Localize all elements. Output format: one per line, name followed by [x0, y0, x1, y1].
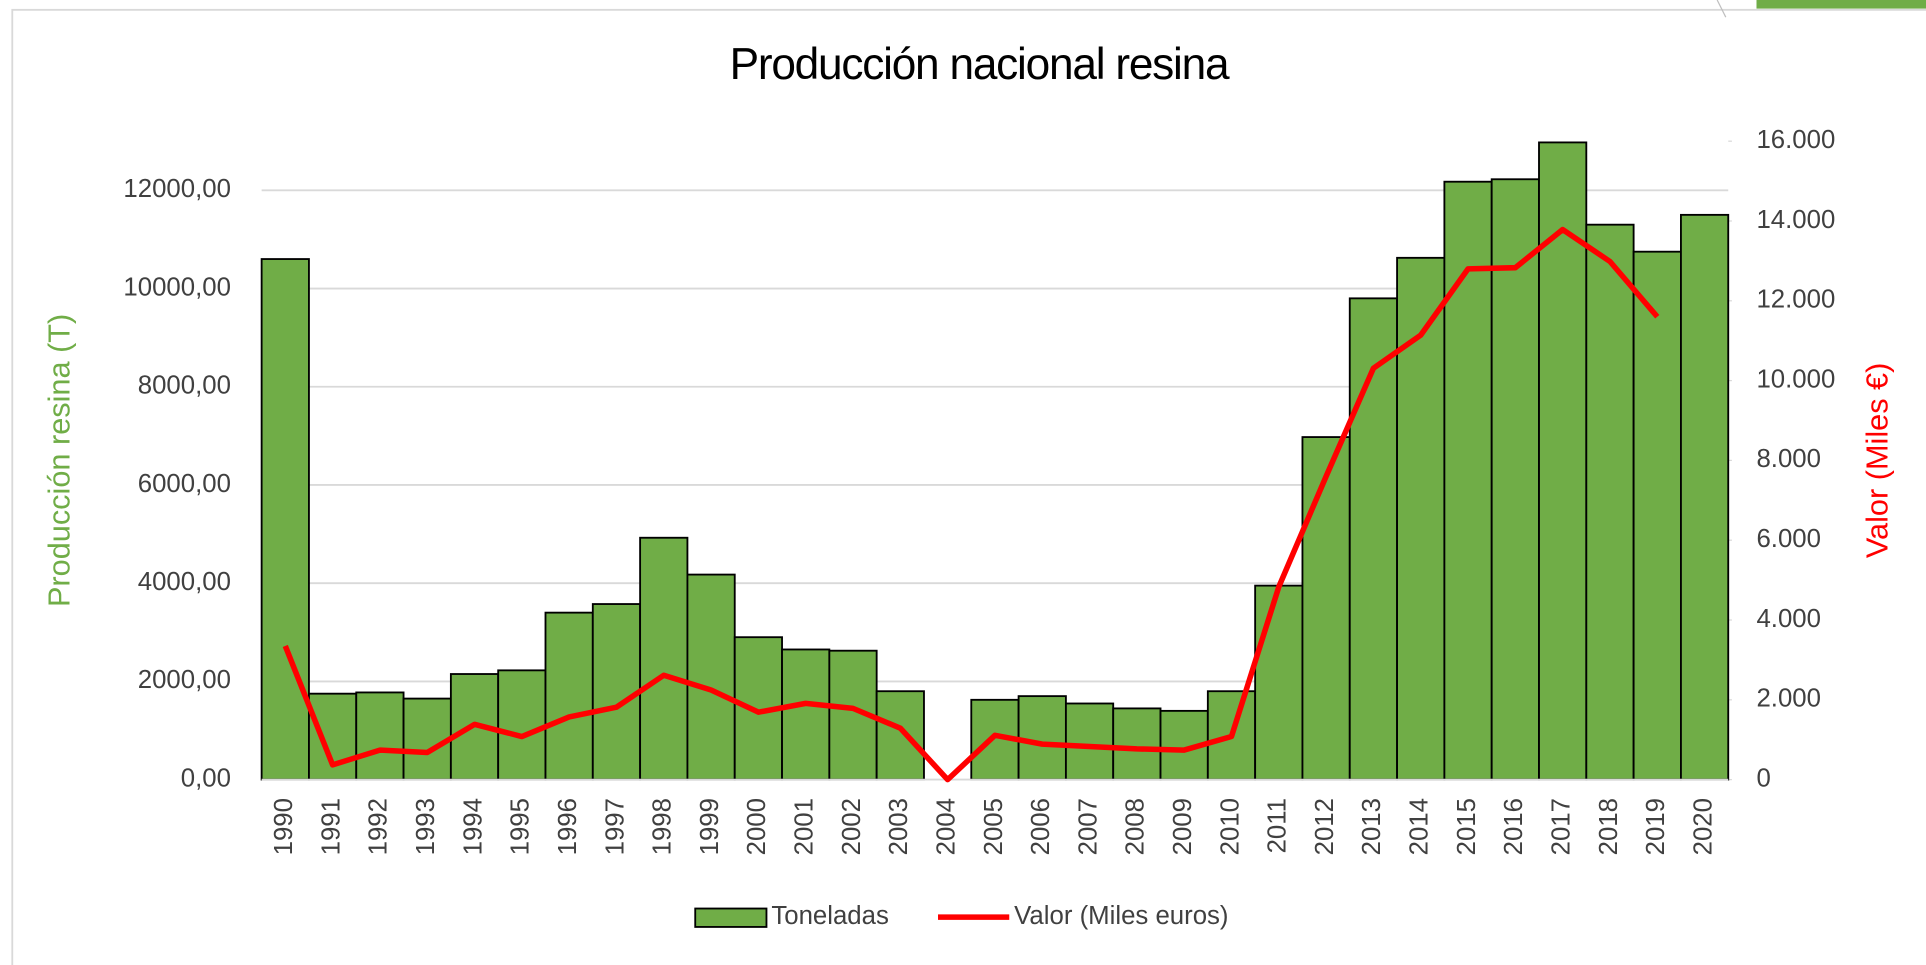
- y-tick-label: 8000,00: [138, 372, 231, 400]
- chart-frame: [11, 8, 1926, 965]
- bar: [260, 258, 310, 781]
- legend-swatch: [694, 907, 768, 928]
- x-tick-label: 2013: [1358, 798, 1386, 855]
- bar: [402, 697, 452, 781]
- x-tick-label: 2019: [1642, 798, 1670, 855]
- x-tick-label: 2008: [1122, 798, 1150, 855]
- bar: [497, 669, 547, 781]
- bar: [875, 690, 925, 781]
- y-tick-label: 6000,00: [138, 470, 231, 498]
- x-tick-label: 2000: [743, 798, 771, 855]
- x-tick-label: 2009: [1169, 798, 1197, 855]
- x-tick-label: 2016: [1500, 798, 1528, 855]
- bar: [1112, 707, 1162, 781]
- x-tick-label: 1998: [649, 798, 677, 855]
- x-tick-label: 1991: [317, 798, 345, 855]
- x-tick-label: 1996: [554, 798, 582, 855]
- bar: [781, 648, 831, 781]
- x-tick-label: 1990: [270, 798, 298, 855]
- x-tick-label: 2020: [1689, 798, 1717, 855]
- x-tick-label: 1993: [412, 798, 440, 855]
- x-tick-label: 2017: [1547, 798, 1575, 855]
- bar: [544, 611, 594, 781]
- bar: [1585, 223, 1635, 781]
- y2-tick-label: 10.000: [1756, 365, 1835, 393]
- y2-tick-label: 4.000: [1756, 605, 1820, 633]
- x-tick-label: 2001: [791, 798, 819, 855]
- bar: [1538, 141, 1588, 781]
- x-tick-label: 2014: [1406, 798, 1434, 855]
- x-tick-label: 2010: [1216, 798, 1244, 855]
- legend-label: Toneladas: [771, 902, 888, 930]
- x-tick-label: 1992: [365, 798, 393, 855]
- corner-line: [1716, 0, 1727, 18]
- y2-tick-label: 16.000: [1756, 126, 1835, 154]
- bar: [355, 691, 405, 781]
- bar: [1680, 213, 1730, 781]
- x-tick-label: 2018: [1595, 798, 1623, 855]
- bar: [591, 603, 642, 781]
- y2-axis-label: Valor (Miles €): [1859, 363, 1894, 558]
- x-tick-label: 2002: [838, 798, 866, 855]
- x-tick-label: 1999: [696, 798, 724, 855]
- x-tick-label: 2003: [885, 798, 913, 855]
- x-tick-label: 2005: [980, 798, 1008, 855]
- x-tick-label: 1994: [459, 798, 487, 855]
- x-tick-label: 2006: [1027, 798, 1055, 855]
- x-tick-label: 2012: [1311, 798, 1339, 855]
- y-tick-label: 2000,00: [138, 666, 231, 694]
- bar: [1254, 584, 1304, 781]
- x-tick-label: 2011: [1264, 798, 1292, 853]
- bar: [1064, 702, 1115, 781]
- y2-tick-label: 2.000: [1756, 685, 1820, 713]
- y2-tick-label: 0: [1756, 764, 1770, 792]
- x-tick-label: 2015: [1453, 798, 1481, 855]
- bar: [1632, 250, 1682, 781]
- line: [282, 226, 1660, 783]
- chart-title: Producción nacional resina: [730, 40, 1230, 89]
- bar: [686, 573, 736, 781]
- corner-accent: [1756, 0, 1926, 9]
- y-tick-label: 0,00: [181, 764, 231, 792]
- y-tick-label: 4000,00: [138, 568, 231, 596]
- bar: [639, 536, 689, 781]
- y2-tick-label: 6.000: [1756, 525, 1820, 553]
- x-tick-label: 2004: [932, 798, 960, 855]
- x-tick-label: 1995: [507, 798, 535, 855]
- bar: [1017, 695, 1067, 781]
- y-tick-label: 12000,00: [123, 175, 230, 203]
- x-tick-label: 1997: [601, 798, 629, 855]
- y-axis-label: Producción resina (T): [42, 314, 77, 607]
- y2-tick-label: 14.000: [1756, 206, 1835, 234]
- y-tick-label: 10000,00: [123, 273, 230, 301]
- bar: [1301, 436, 1351, 781]
- y2-tick-label: 8.000: [1756, 445, 1820, 473]
- y2-tick-label: 12.000: [1756, 286, 1835, 314]
- legend-label: Valor (Miles euros): [1014, 902, 1228, 930]
- x-tick-label: 2007: [1074, 798, 1102, 855]
